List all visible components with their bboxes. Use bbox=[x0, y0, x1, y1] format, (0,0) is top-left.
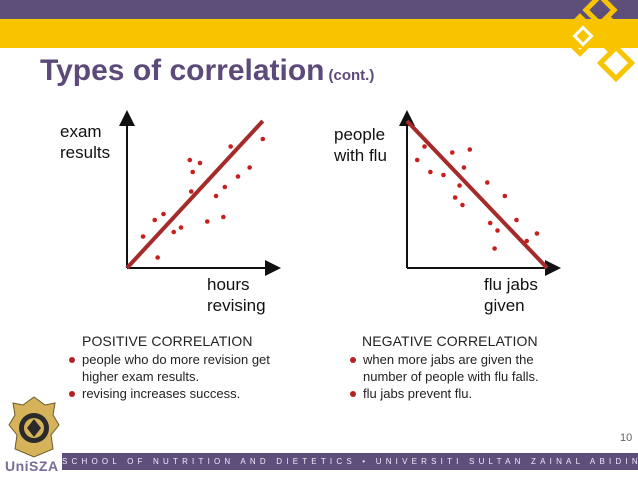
negative-point-8 bbox=[467, 147, 473, 152]
gold-band bbox=[0, 19, 638, 48]
positive-point-15 bbox=[235, 174, 241, 179]
negative-point-14 bbox=[492, 246, 497, 251]
positive-point-12 bbox=[213, 193, 219, 199]
negative-point-13 bbox=[495, 228, 500, 233]
positive-point-13 bbox=[221, 214, 226, 220]
positive-point-18 bbox=[260, 136, 266, 142]
negative-bullet-1: when more jabs are given the number of p… bbox=[350, 351, 580, 385]
top-band bbox=[0, 0, 638, 19]
positive-bullet-1: people who do more revision get higher e… bbox=[69, 351, 289, 385]
diamond-decoration-icon bbox=[558, 0, 636, 83]
positive-trend-line bbox=[125, 119, 265, 270]
negative-point-10 bbox=[460, 202, 465, 208]
negative-bullet-2: flu jabs prevent flu. bbox=[350, 385, 580, 402]
chart2-ylabel-line1: people bbox=[334, 125, 386, 144]
positive-heading: POSITIVE CORRELATION bbox=[82, 333, 253, 349]
positive-point-16 bbox=[247, 165, 252, 170]
negative-point-12 bbox=[487, 220, 493, 226]
negative-point-18 bbox=[534, 231, 540, 236]
chart2-xlabel: flu jabs given bbox=[484, 274, 538, 316]
page-number: 10 bbox=[620, 432, 633, 444]
negative-heading: NEGATIVE CORRELATION bbox=[362, 333, 538, 349]
negative-point-1 bbox=[414, 157, 420, 163]
positive-point-9 bbox=[187, 157, 193, 163]
positive-point-11 bbox=[205, 219, 210, 224]
positive-point-4 bbox=[171, 229, 177, 235]
positive-bullet-2: revising increases success. bbox=[69, 385, 289, 402]
negative-trend-line bbox=[405, 119, 549, 270]
chart1-ylabel-line1: exam bbox=[60, 122, 102, 141]
positive-point-6 bbox=[155, 255, 160, 260]
positive-bullets: people who do more revision get higher e… bbox=[69, 351, 289, 402]
negative-point-2 bbox=[422, 144, 427, 149]
chart2-xlabel-line2: given bbox=[484, 296, 525, 315]
negative-point-5 bbox=[449, 150, 455, 155]
chart1-xlabel-line2: revising bbox=[207, 296, 266, 315]
positive-point-17 bbox=[228, 144, 233, 149]
chart1-ylabel-line2: results bbox=[60, 143, 111, 162]
positive-point-5 bbox=[178, 225, 184, 230]
chart1-xlabel: hours revising bbox=[207, 274, 266, 316]
negative-point-9 bbox=[452, 195, 458, 200]
negative-point-7 bbox=[461, 165, 467, 170]
negative-point-4 bbox=[441, 172, 446, 178]
positive-point-2 bbox=[152, 217, 158, 223]
positive-point-7 bbox=[188, 189, 194, 194]
negative-bullets: when more jabs are given the number of p… bbox=[350, 351, 580, 402]
page-title-sub: (cont.) bbox=[328, 67, 375, 84]
positive-point-14 bbox=[222, 184, 228, 190]
negative-point-16 bbox=[514, 217, 519, 223]
negative-point-3 bbox=[428, 169, 433, 175]
chart1-ylabel: exam results bbox=[60, 121, 110, 163]
chart2-xlabel-line1: flu jabs bbox=[484, 275, 538, 294]
negative-point-15 bbox=[502, 193, 508, 199]
footer-bar: SCHOOL OF NUTRITION AND DIETETICS • UNIV… bbox=[62, 453, 638, 470]
page-title: Types of correlation (cont.) bbox=[40, 54, 375, 87]
positive-point-1 bbox=[140, 234, 146, 239]
positive-point-10 bbox=[197, 160, 203, 166]
university-crest-icon bbox=[8, 396, 60, 458]
negative-point-17 bbox=[524, 238, 530, 244]
negative-point-6 bbox=[457, 183, 462, 188]
positive-point-3 bbox=[161, 211, 166, 217]
positive-correlation-chart bbox=[119, 110, 281, 276]
positive-point-8 bbox=[190, 169, 195, 175]
negative-correlation-chart bbox=[399, 110, 561, 276]
chart2-ylabel-line2: with flu bbox=[334, 146, 387, 165]
university-logo-text: UniSZA bbox=[5, 458, 59, 474]
chart2-ylabel: people with flu bbox=[334, 124, 387, 166]
chart1-xlabel-line1: hours bbox=[207, 275, 250, 294]
negative-point-11 bbox=[485, 180, 490, 185]
